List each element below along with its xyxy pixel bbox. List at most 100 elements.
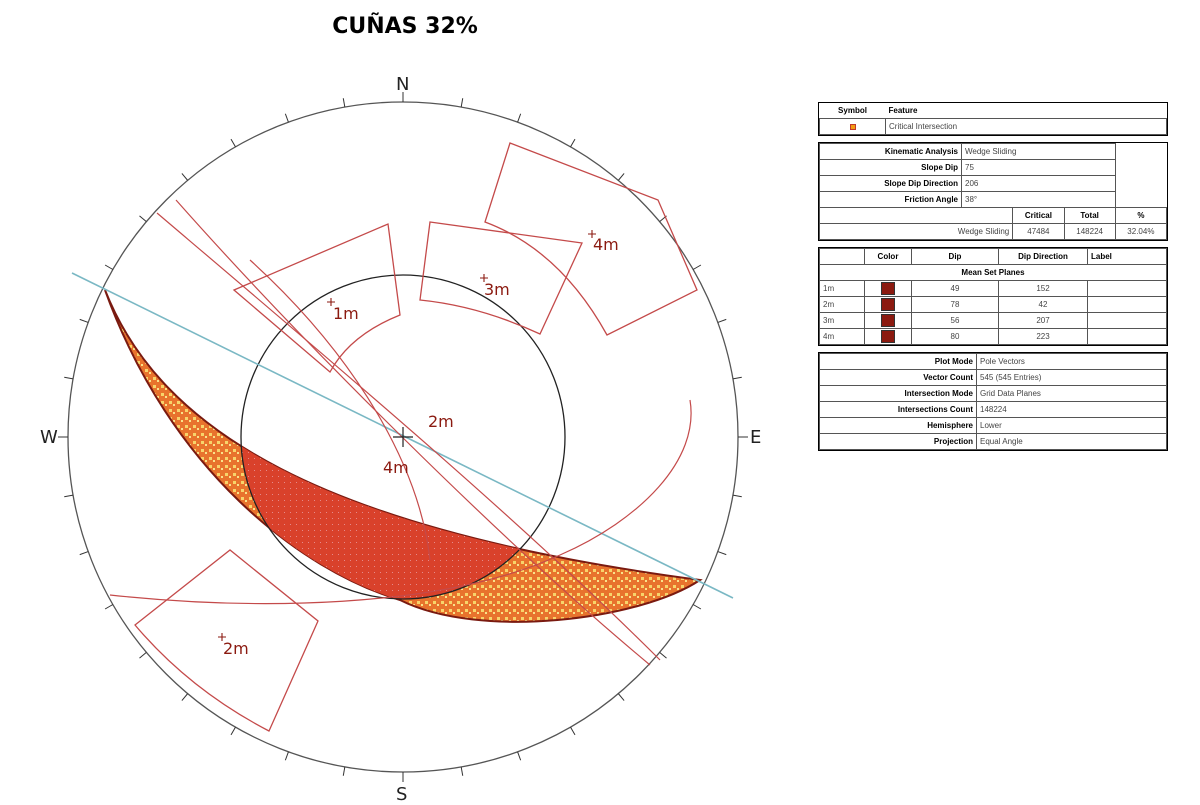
set-row-1m: 1m 49 152 xyxy=(820,281,1167,297)
kin-label-3: Friction Angle xyxy=(820,192,962,208)
tick-mark xyxy=(231,139,236,147)
legend-kinematic-box: Kinematic Analysis Wedge Sliding Slope Di… xyxy=(818,142,1168,241)
tick-mark xyxy=(571,727,576,735)
setting-value-1: 545 (545 Entries) xyxy=(977,370,1167,386)
setting-label-5: Projection xyxy=(820,434,977,450)
compass-west: W xyxy=(40,427,58,448)
sets-header-label: Label xyxy=(1088,249,1167,265)
tick-mark xyxy=(618,173,624,180)
set-dipdir: 207 xyxy=(999,313,1088,329)
counts-empty xyxy=(820,208,1013,224)
tick-mark xyxy=(660,652,667,658)
setting-value-4: Lower xyxy=(977,418,1167,434)
tick-mark xyxy=(571,139,576,147)
tick-mark xyxy=(461,767,463,776)
set-id: 3m xyxy=(820,313,865,329)
setting-label-0: Plot Mode xyxy=(820,354,977,370)
label-4m: 4m xyxy=(593,235,619,254)
symbol-header: Symbol xyxy=(820,103,886,119)
legend: Symbol Feature Critical Intersection Kin… xyxy=(818,102,1168,457)
legend-sets-box: Color Dip Dip Direction Label Mean Set P… xyxy=(818,247,1168,346)
legend-settings-box: Plot Mode Pole Vectors Vector Count 545 (5… xyxy=(818,352,1168,451)
set-dipdir: 223 xyxy=(999,329,1088,345)
tick-mark xyxy=(139,216,146,222)
sets-header-dipdir: Dip Direction xyxy=(999,249,1088,265)
set-color xyxy=(865,281,912,297)
compass-south: S xyxy=(396,784,407,805)
tick-mark xyxy=(718,319,726,322)
counts-critical: 47484 xyxy=(1013,224,1064,240)
set-dip: 80 xyxy=(912,329,999,345)
counts-total: 148224 xyxy=(1064,224,1115,240)
set-id: 1m xyxy=(820,281,865,297)
compass-north: N xyxy=(396,74,409,95)
setting-label-3: Intersections Count xyxy=(820,402,977,418)
set-dipdir: 152 xyxy=(999,281,1088,297)
set-row-4m: 4m 80 223 xyxy=(820,329,1167,345)
kin-value-2: 206 xyxy=(962,176,1116,192)
set-color-swatch xyxy=(881,298,895,311)
pole-box-4m xyxy=(485,143,697,335)
kin-label-0: Kinematic Analysis xyxy=(820,144,962,160)
set-dipdir: 42 xyxy=(999,297,1088,313)
counts-header-critical: Critical xyxy=(1013,208,1064,224)
counts-header-total: Total xyxy=(1064,208,1115,224)
set-id: 2m xyxy=(820,297,865,313)
setting-value-5: Equal Angle xyxy=(977,434,1167,450)
tick-mark xyxy=(733,377,742,379)
tick-mark xyxy=(693,605,701,610)
tick-mark xyxy=(80,319,88,322)
kin-value-1: 75 xyxy=(962,160,1116,176)
tick-mark xyxy=(64,495,73,497)
sets-header-color: Color xyxy=(865,249,912,265)
label-3m: 3m xyxy=(484,280,510,299)
set-color xyxy=(865,329,912,345)
tick-mark xyxy=(518,114,521,122)
tick-mark xyxy=(461,98,463,107)
feature-cell: Critical Intersection xyxy=(886,119,1167,135)
label-2m: 2m xyxy=(223,639,249,658)
kin-label-2: Slope Dip Direction xyxy=(820,176,962,192)
setting-value-0: Pole Vectors xyxy=(977,354,1167,370)
set-label xyxy=(1088,281,1167,297)
set-label xyxy=(1088,297,1167,313)
set-dip: 78 xyxy=(912,297,999,313)
tick-mark xyxy=(733,495,742,497)
set-dip: 49 xyxy=(912,281,999,297)
kin-value-0: Wedge Sliding xyxy=(962,144,1116,160)
tick-mark xyxy=(285,752,288,760)
stereonet: 1m 3m 4m 2m 2m 4m N S E W xyxy=(0,0,810,805)
set-row-3m: 3m 56 207 xyxy=(820,313,1167,329)
tick-mark xyxy=(182,694,188,701)
feature-header: Feature xyxy=(886,103,1167,119)
counts-label: Wedge Sliding xyxy=(820,224,1013,240)
tick-mark xyxy=(618,694,624,701)
tick-mark xyxy=(64,377,73,379)
setting-label-2: Intersection Mode xyxy=(820,386,977,402)
compass-east: E xyxy=(750,427,761,448)
set-color xyxy=(865,297,912,313)
tick-mark xyxy=(182,173,188,180)
label-4m-plane: 4m xyxy=(383,458,409,477)
setting-label-4: Hemisphere xyxy=(820,418,977,434)
set-color-swatch xyxy=(881,330,895,343)
tick-mark xyxy=(105,265,113,270)
sets-header-dip: Dip xyxy=(912,249,999,265)
tick-mark xyxy=(80,552,88,555)
set-label xyxy=(1088,313,1167,329)
set-color xyxy=(865,313,912,329)
set-row-2m: 2m 78 42 xyxy=(820,297,1167,313)
tick-mark xyxy=(518,752,521,760)
kin-value-3: 38° xyxy=(962,192,1116,208)
symbol-cell xyxy=(820,119,886,135)
set-color-swatch xyxy=(881,282,895,295)
tick-mark xyxy=(105,605,113,610)
sets-title: Mean Set Planes xyxy=(820,265,1167,281)
counts-header-percent: % xyxy=(1115,208,1166,224)
label-2m-plane: 2m xyxy=(428,412,454,431)
set-color-swatch xyxy=(881,314,895,327)
tick-mark xyxy=(693,265,701,270)
pole-box-3m xyxy=(420,222,582,334)
tick-mark xyxy=(285,114,288,122)
set-label xyxy=(1088,329,1167,345)
